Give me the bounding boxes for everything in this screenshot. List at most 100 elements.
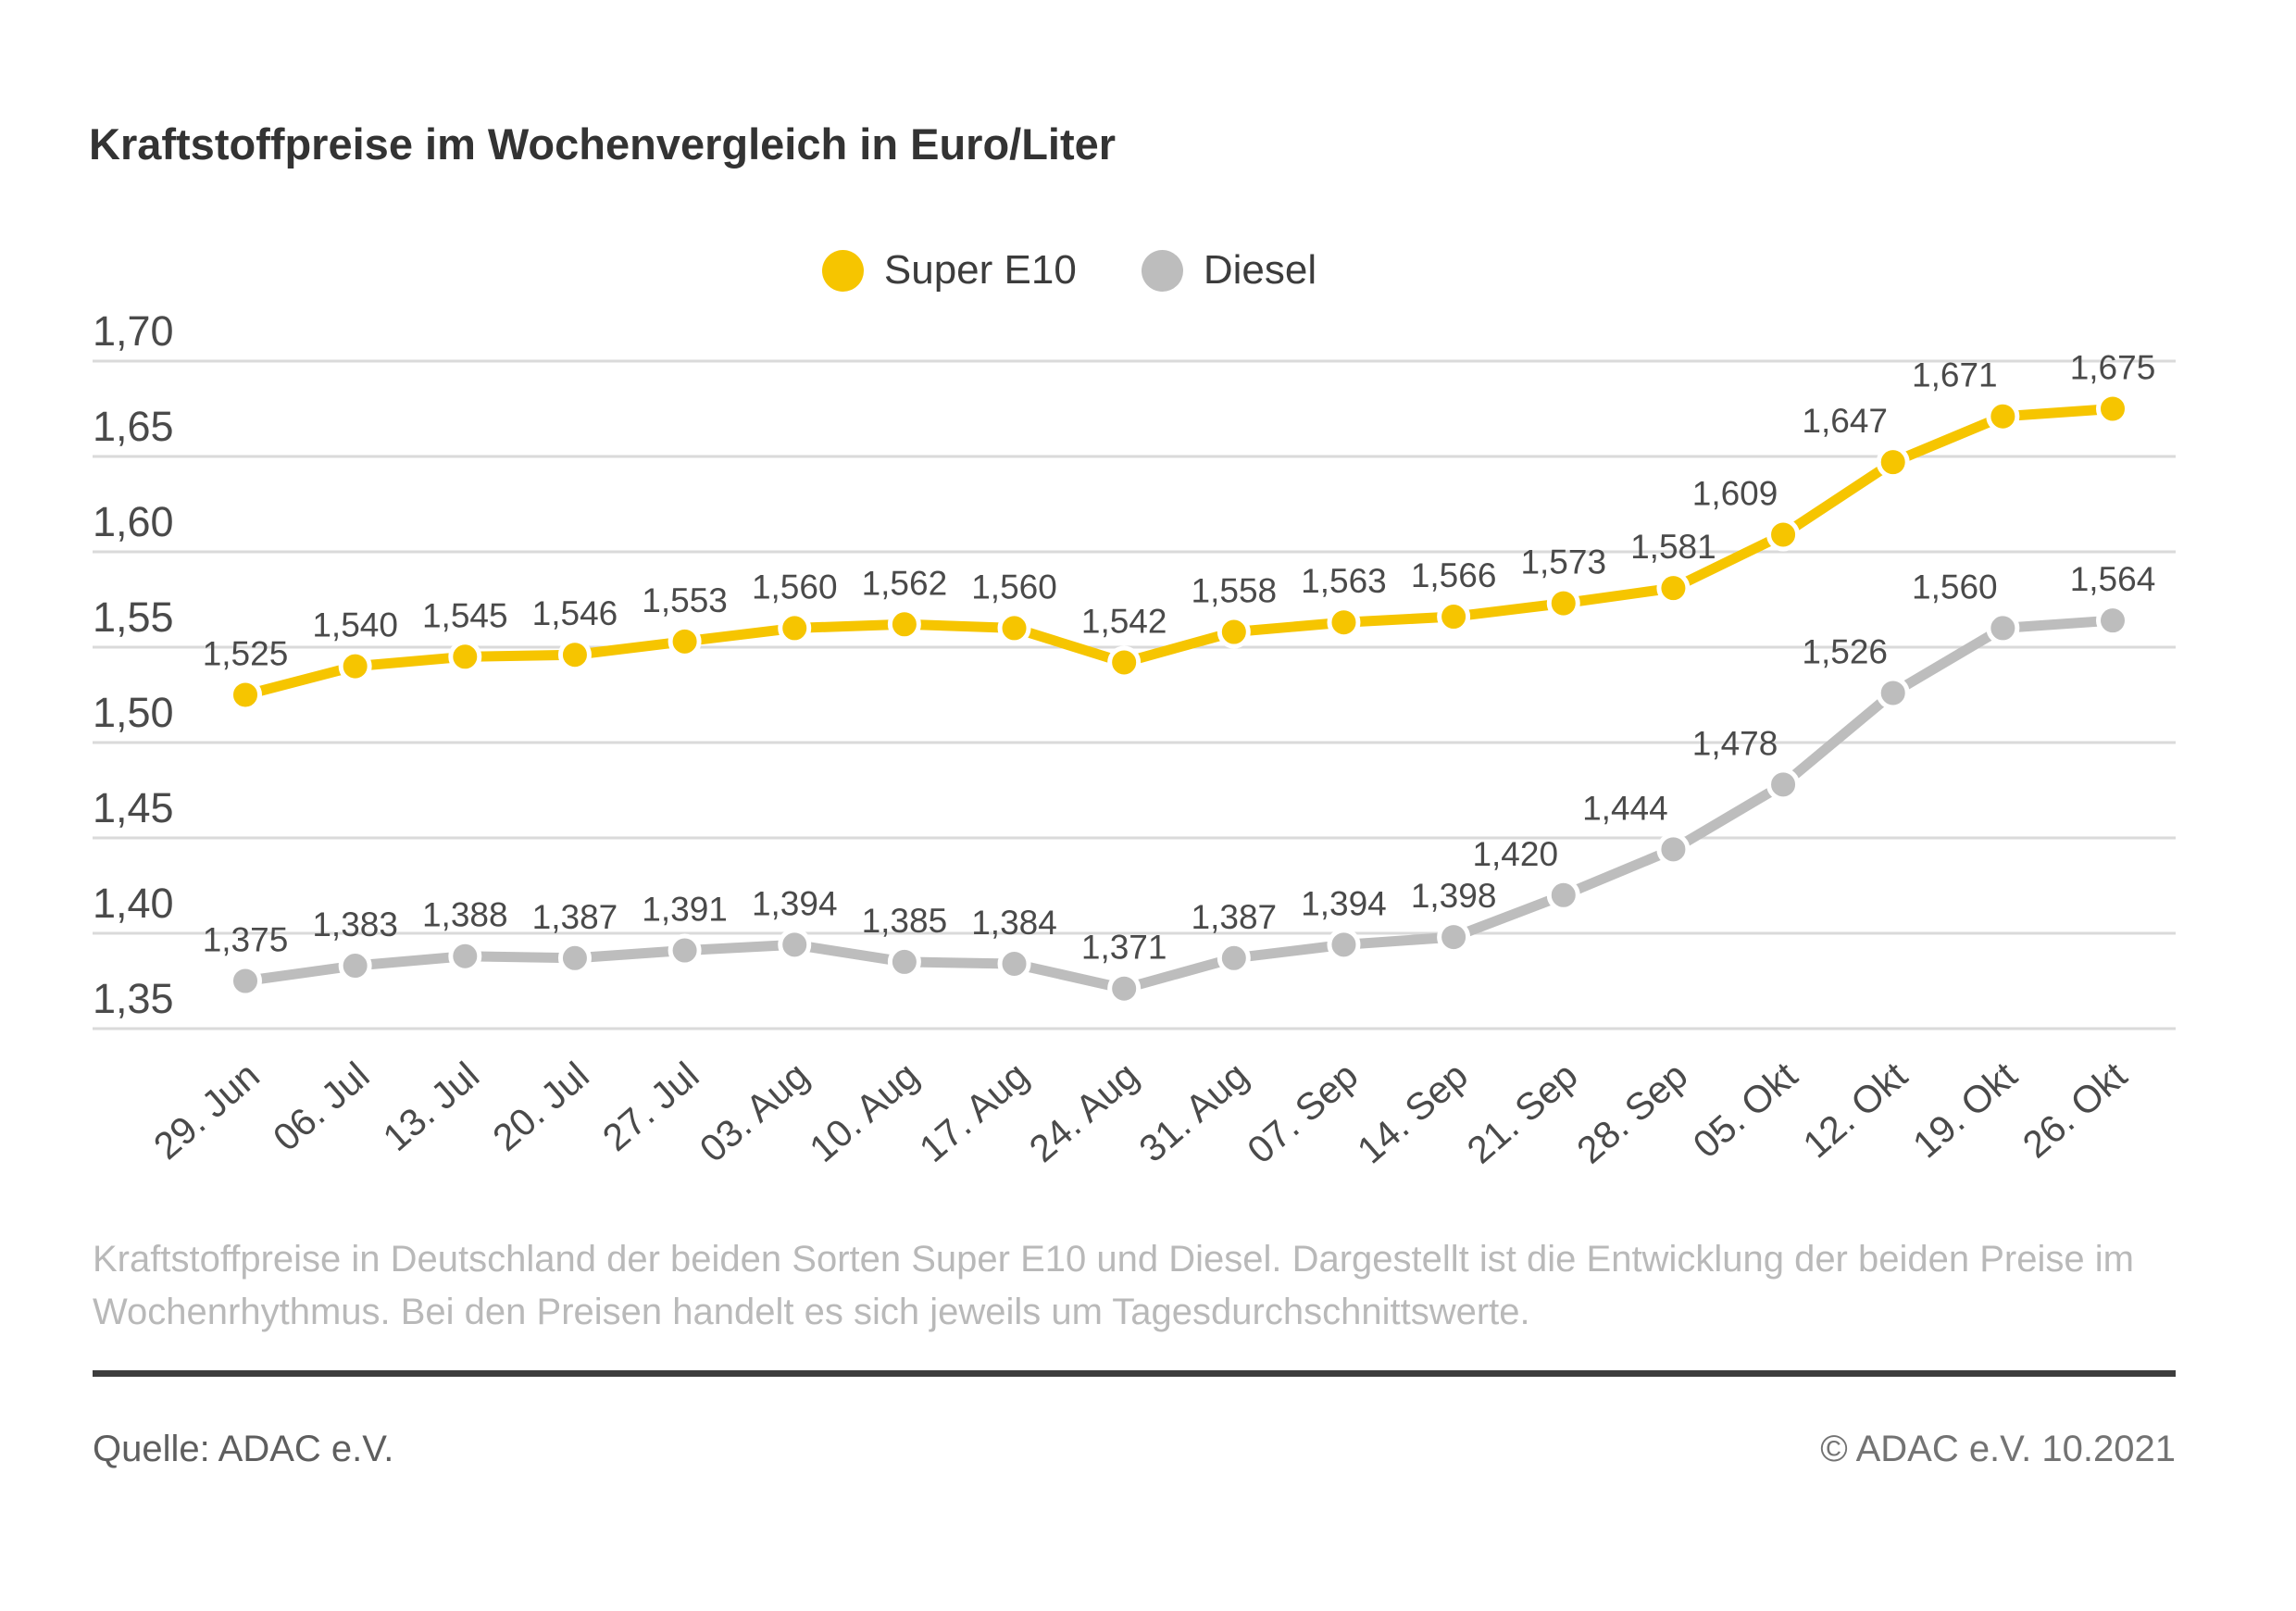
diesel-value-label: 1,394 (752, 884, 838, 922)
diesel-value-label: 1,387 (1192, 898, 1278, 936)
diesel-point (229, 964, 262, 998)
x-axis-tick-label: 27. Jul (594, 1054, 706, 1159)
legend-label-diesel: Diesel (1203, 247, 1317, 293)
diesel-value-label: 1,385 (862, 902, 948, 940)
diesel-point (338, 949, 372, 983)
super-e10-value-label: 1,545 (422, 596, 508, 634)
legend-item-super-e10: Super E10 (821, 247, 1077, 293)
diesel-point (1437, 920, 1471, 955)
diesel-value-label: 1,388 (422, 896, 508, 934)
super-e10-point (448, 640, 482, 674)
footer-divider (93, 1370, 2176, 1377)
super-e10-point (557, 638, 592, 672)
super-e10-value-label: 1,542 (1081, 602, 1167, 640)
x-axis-tick-label: 07. Sep (1240, 1054, 1366, 1171)
super-e10-value-label: 1,675 (2070, 349, 2156, 387)
diesel-value-label: 1,391 (642, 891, 728, 929)
diesel-point (1327, 928, 1361, 962)
y-axis-tick-label: 1,40 (93, 880, 174, 927)
x-axis-tick-label: 10. Aug (802, 1054, 927, 1170)
diesel-point (668, 933, 702, 968)
diesel-value-label: 1,444 (1582, 789, 1668, 827)
x-axis-tick-label: 26. Okt (2015, 1054, 2135, 1167)
super-e10-dot-icon (821, 249, 864, 292)
super-e10-point (229, 678, 262, 712)
super-e10-point (1437, 600, 1471, 634)
super-e10-value-label: 1,647 (1802, 402, 1888, 440)
x-axis-tick-label: 14. Sep (1349, 1054, 1476, 1171)
legend-item-diesel: Diesel (1141, 247, 1317, 293)
diesel-value-label: 1,420 (1472, 835, 1558, 873)
diesel-line (244, 615, 2114, 994)
super-e10-value-label: 1,581 (1630, 528, 1716, 566)
diesel-point (1656, 832, 1691, 867)
copyright-label: © ADAC e.V. 10.2021 (1820, 1429, 2176, 1469)
super-e10-point (1327, 606, 1361, 640)
diesel-value-label: 1,478 (1692, 724, 1778, 762)
y-axis-tick-label: 1,55 (93, 593, 174, 641)
super-e10-point (1876, 445, 1910, 480)
y-axis-tick-label: 1,60 (93, 498, 174, 545)
super-e10-point (668, 624, 702, 658)
super-e10-value-label: 1,566 (1411, 556, 1497, 594)
chart-description: Kraftstoffpreise in Deutschland der beid… (93, 1233, 2134, 1339)
super-e10-line (243, 404, 2114, 700)
super-e10-value-label: 1,540 (312, 606, 398, 644)
super-e10-point (2096, 392, 2129, 426)
x-axis-tick-label: 28. Sep (1568, 1054, 1695, 1171)
chart-title: Kraftstoffpreise im Wochenvergleich in E… (89, 119, 1117, 169)
x-axis-tick-label: 21. Sep (1459, 1054, 1586, 1171)
super-e10-point (997, 611, 1031, 645)
x-axis-tick-label: 31. Aug (1131, 1054, 1256, 1170)
super-e10-point (1656, 571, 1691, 606)
x-axis-tick-label: 05. Okt (1685, 1054, 1805, 1167)
super-e10-point (887, 607, 921, 642)
super-e10-value-label: 1,609 (1692, 474, 1778, 512)
diesel-point (1107, 971, 1142, 1005)
description-line-2: Wochenrhythmus. Bei den Preisen handelt … (93, 1292, 1530, 1332)
super-e10-value-label: 1,525 (203, 635, 289, 673)
x-axis-tick-label: 12. Okt (1795, 1054, 1915, 1167)
diesel-value-label: 1,398 (1411, 877, 1497, 915)
description-line-1: Kraftstoffpreise in Deutschland der beid… (93, 1239, 2134, 1280)
x-axis-tick-label: 13. Jul (375, 1054, 487, 1159)
y-axis-tick-label: 1,45 (93, 784, 174, 831)
super-e10-point (778, 611, 812, 645)
x-axis-tick-label: 24. Aug (1021, 1054, 1146, 1170)
super-e10-value-label: 1,573 (1520, 543, 1606, 581)
diesel-point (2096, 604, 2129, 638)
x-axis-tick-label: 03. Aug (692, 1054, 817, 1170)
super-e10-value-label: 1,553 (642, 581, 728, 619)
x-axis-tick-label: 06. Jul (265, 1054, 377, 1159)
diesel-value-label: 1,384 (971, 904, 1057, 942)
super-e10-value-label: 1,560 (971, 568, 1057, 606)
diesel-point (557, 941, 592, 975)
diesel-dot-icon (1141, 249, 1183, 292)
super-e10-point (1766, 518, 1801, 552)
x-axis-tick-label: 17. Aug (911, 1054, 1036, 1170)
diesel-point (1986, 611, 2020, 645)
super-e10-value-label: 1,546 (532, 594, 618, 632)
diesel-point (997, 946, 1031, 980)
legend-label-super-e10: Super E10 (883, 247, 1077, 293)
x-axis-tick-label: 29. Jun (145, 1054, 268, 1168)
source-label: Quelle: ADAC e.V. (93, 1429, 394, 1469)
super-e10-value-label: 1,671 (1912, 356, 1998, 394)
diesel-point (1876, 676, 1910, 710)
diesel-value-label: 1,394 (1301, 884, 1387, 922)
super-e10-value-label: 1,558 (1192, 572, 1278, 610)
super-e10-point (1546, 586, 1580, 620)
diesel-point (887, 944, 921, 979)
y-axis-tick-label: 1,65 (93, 403, 174, 450)
diesel-value-label: 1,371 (1081, 929, 1167, 967)
super-e10-value-label: 1,560 (752, 568, 838, 606)
diesel-point (448, 939, 482, 973)
super-e10-value-label: 1,563 (1301, 562, 1387, 600)
super-e10-point (1217, 615, 1251, 649)
y-axis-tick-label: 1,50 (93, 689, 174, 736)
y-axis-tick-label: 1,35 (93, 975, 174, 1022)
diesel-value-label: 1,526 (1802, 632, 1888, 670)
y-axis-tick-label: 1,70 (93, 307, 174, 355)
